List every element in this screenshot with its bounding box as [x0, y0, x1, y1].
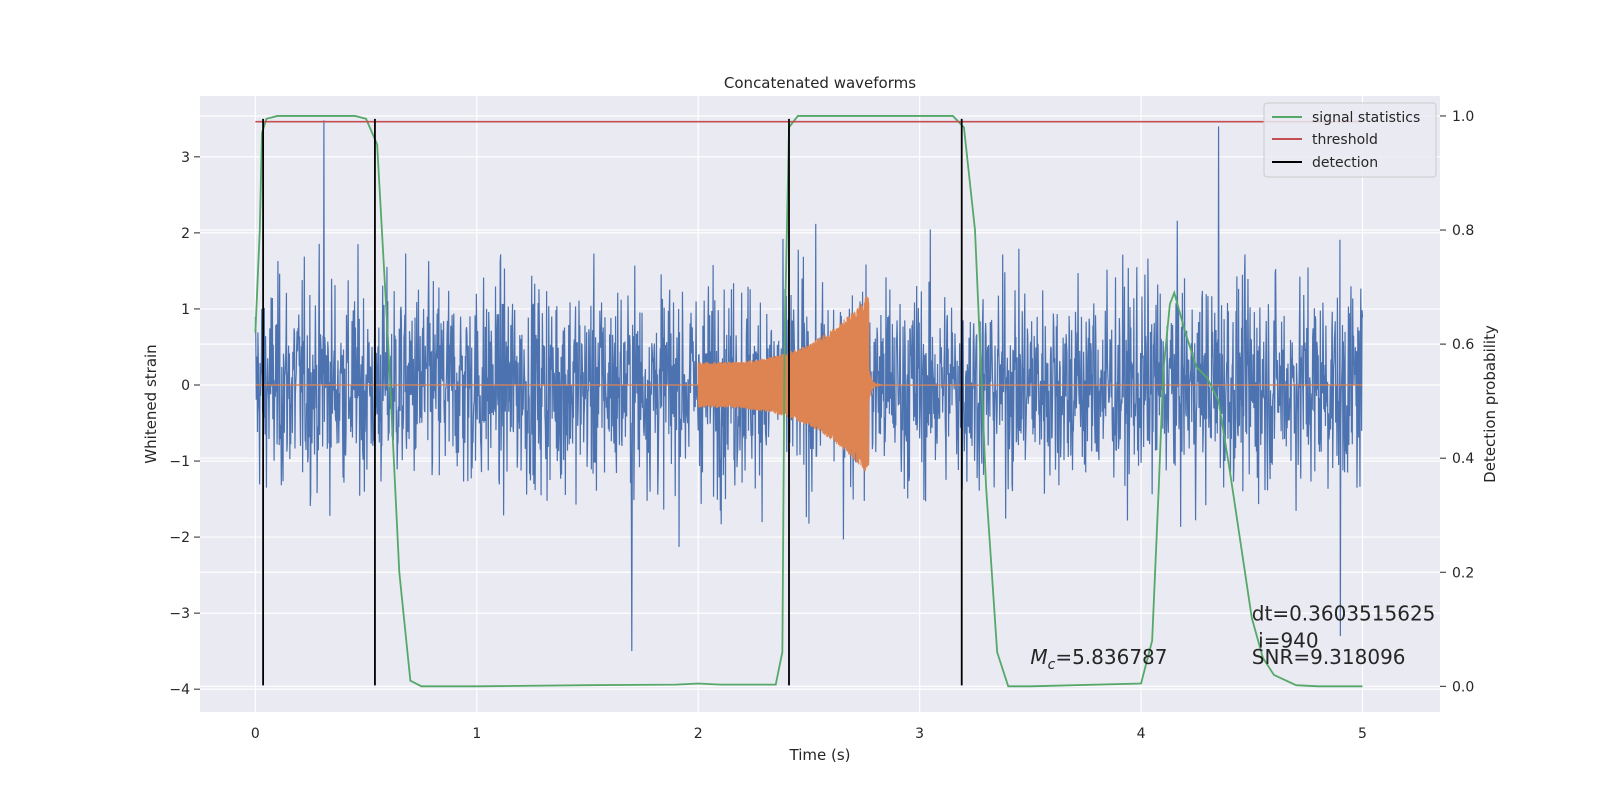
legend-label-signal-statistics: signal statistics — [1312, 110, 1420, 126]
annotation-dt: dt=0.3603515625 — [1252, 602, 1436, 626]
annotation-mc: Mc=5.836787 — [1030, 645, 1167, 673]
signal-statistics-line — [254, 115, 1363, 688]
legend: signal statistics threshold detection — [1263, 102, 1437, 178]
signal-series — [255, 296, 1363, 472]
y-tick-label: −2 — [169, 530, 190, 546]
y-tick-label: 1 — [181, 302, 190, 318]
x-tick-label: 1 — [472, 726, 481, 742]
x-axis-title: Time (s) — [789, 746, 851, 764]
legend-label-detection: detection — [1312, 155, 1378, 171]
legend-label-threshold: threshold — [1312, 132, 1378, 148]
y2-axis-title: Detection probability — [1481, 325, 1499, 483]
annotation-snr: SNR=9.318096 — [1252, 645, 1406, 669]
x-tick-label: 4 — [1137, 726, 1146, 742]
y-axis-title: Whitened strain — [142, 344, 160, 463]
x-tick-label: 0 — [251, 726, 260, 742]
annotation-mc-sub: c — [1048, 657, 1056, 673]
x-tick-label: 5 — [1358, 726, 1367, 742]
data-layer — [254, 115, 1364, 688]
y-tick-label: −3 — [169, 606, 190, 622]
x-tick-label: 3 — [915, 726, 924, 742]
annotations: dt=0.3603515625 i=940 SNR=9.318096 Mc=5.… — [1030, 602, 1435, 673]
annotation-mc-rest: =5.836787 — [1055, 645, 1167, 669]
y2-tick-label: 0.2 — [1452, 565, 1474, 581]
y2-tick-label: 0.8 — [1452, 223, 1474, 239]
tick-labels: 0 1 2 3 4 5 −4 −3 −2 −1 0 1 2 3 0.0 0.2 0.4 0.6 0.8 1.0 — [169, 109, 1474, 742]
y2-tick-label: 0.4 — [1452, 451, 1474, 467]
y2-tick-label: 1.0 — [1452, 109, 1474, 125]
y2-tick-label: 0.6 — [1452, 337, 1474, 353]
legend-box — [1263, 102, 1437, 178]
y-tick-label: 3 — [181, 150, 190, 166]
chart-title: Concatenated waveforms — [724, 74, 916, 92]
annotation-i: i=940 — [1252, 628, 1319, 652]
x-tick-label: 2 — [694, 726, 703, 742]
noise-series — [254, 120, 1364, 652]
y2-tick-label: 0.0 — [1452, 679, 1474, 695]
y-tick-label: 2 — [181, 226, 190, 242]
y-tick-label: −4 — [169, 682, 190, 698]
y-tick-label: −1 — [169, 454, 190, 470]
annotation-mc-main: M — [1030, 645, 1047, 669]
y-tick-label: 0 — [181, 378, 190, 394]
